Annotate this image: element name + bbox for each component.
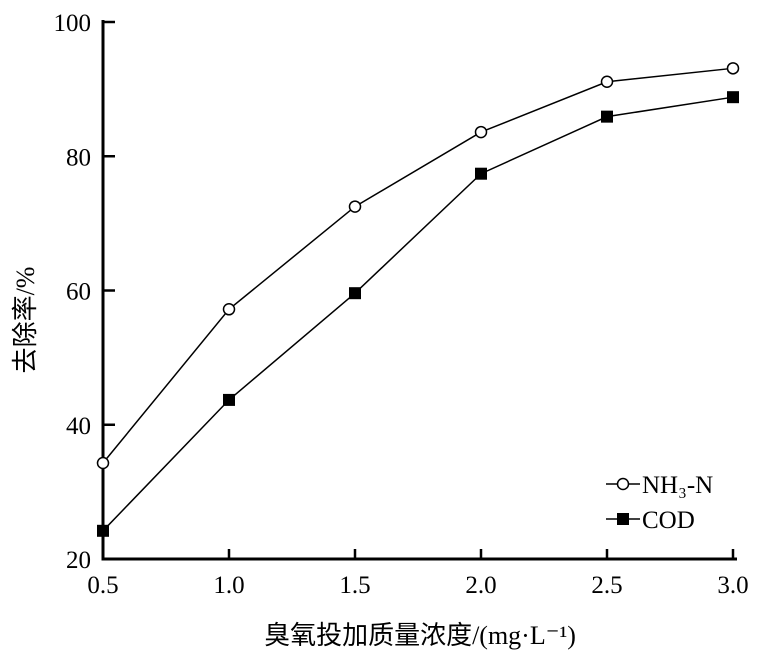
series-1 — [97, 91, 739, 537]
x-tick-label: 2.0 — [465, 572, 496, 599]
data-point — [600, 75, 614, 88]
y-tick-label: 40 — [66, 413, 91, 440]
data-point — [222, 303, 236, 316]
data-point — [727, 91, 739, 104]
y-tick-label: 100 — [54, 10, 92, 37]
data-point — [726, 62, 740, 75]
legend: NH₃-N COD — [606, 472, 713, 534]
data-point — [601, 110, 613, 123]
series-line — [102, 67, 734, 464]
legend-marker — [617, 513, 629, 525]
x-tick-label: 3.0 — [717, 572, 748, 599]
x-tick-label: 1.0 — [213, 572, 244, 599]
x-tick-label: 2.5 — [591, 572, 622, 599]
series-0 — [96, 62, 740, 470]
x-tick-label: 1.5 — [339, 572, 370, 599]
data-point — [348, 200, 362, 213]
x-ticks: 0.5 1.0 1.5 2.0 2.5 3.0 — [87, 549, 749, 599]
series-line — [102, 96, 734, 532]
legend-label: NH₃-N — [642, 472, 713, 499]
y-tick-label: 60 — [66, 279, 91, 306]
data-point — [97, 524, 109, 537]
data-point — [96, 456, 110, 470]
data-point — [475, 167, 487, 180]
legend-marker — [616, 477, 630, 491]
y-tick-label: 20 — [66, 547, 91, 574]
y-axis-label: 去除率/% — [11, 267, 40, 374]
data-point — [474, 125, 488, 139]
data-point — [349, 287, 361, 300]
y-ticks: 20 40 60 80 100 — [54, 10, 115, 574]
legend-label: COD — [642, 507, 695, 534]
data-point — [223, 393, 235, 406]
x-axis-label: 臭氧投加质量浓度/(mg·L⁻¹) — [264, 621, 576, 650]
x-tick-label: 0.5 — [87, 572, 118, 599]
y-tick-label: 80 — [66, 144, 91, 171]
series-group — [96, 62, 740, 537]
